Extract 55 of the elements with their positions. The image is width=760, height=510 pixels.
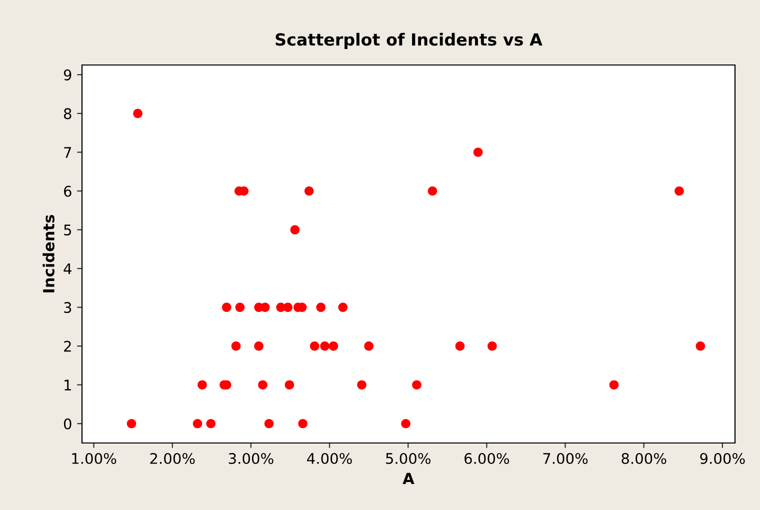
point	[455, 341, 465, 351]
chart-title: Scatterplot of Incidents vs A	[276, 32, 542, 50]
point	[235, 302, 245, 312]
x-tick-label: 4.00%	[307, 452, 352, 464]
y-tick-label: 5	[64, 224, 72, 236]
y-tick-label: 9	[64, 69, 72, 80]
point	[674, 186, 684, 196]
y-tick-label: 3	[64, 302, 72, 314]
x-tick-label: 8.00%	[622, 452, 666, 464]
point	[260, 302, 270, 312]
point	[401, 418, 410, 428]
point	[310, 341, 320, 351]
y-tick-label: 4	[64, 263, 72, 274]
point	[412, 380, 422, 390]
y-axis-title: Incidents	[42, 215, 54, 292]
point	[222, 302, 232, 312]
y-tick-label: 8	[64, 108, 72, 120]
x-axis-title: A	[402, 472, 414, 484]
point	[328, 341, 338, 351]
point	[231, 341, 241, 351]
point	[488, 341, 497, 351]
y-tick-label: 1	[64, 380, 71, 390]
x-tick-label: 3.00%	[228, 452, 274, 464]
point	[264, 418, 274, 428]
point	[198, 380, 207, 390]
x-tick-label: 7.00%	[543, 452, 588, 464]
point	[192, 418, 202, 428]
x-tick-label: 6.00%	[464, 452, 510, 464]
point	[126, 418, 136, 428]
point	[357, 380, 366, 390]
point	[206, 418, 216, 428]
x-tick-label: 1.00%	[72, 452, 116, 464]
point	[473, 148, 483, 157]
point	[338, 302, 348, 312]
point	[304, 186, 314, 196]
point	[258, 380, 268, 390]
y-tick-label: 6	[64, 186, 72, 197]
point	[284, 380, 294, 390]
point	[298, 418, 308, 428]
y-tick-label: 0	[64, 418, 72, 430]
point	[696, 341, 706, 351]
point	[320, 341, 330, 351]
x-tick-label: 2.00%	[150, 452, 195, 464]
y-tick-label: 2	[64, 340, 71, 352]
x-tick-label: 9.00%	[700, 452, 745, 464]
point	[316, 302, 326, 312]
point	[364, 341, 374, 351]
y-tick-label: 7	[64, 147, 72, 158]
x-tick-label: 5.00%	[386, 452, 430, 464]
point	[290, 225, 300, 234]
point	[609, 380, 619, 390]
point	[254, 341, 264, 351]
point	[428, 186, 438, 196]
point	[133, 108, 142, 118]
point	[283, 302, 293, 312]
